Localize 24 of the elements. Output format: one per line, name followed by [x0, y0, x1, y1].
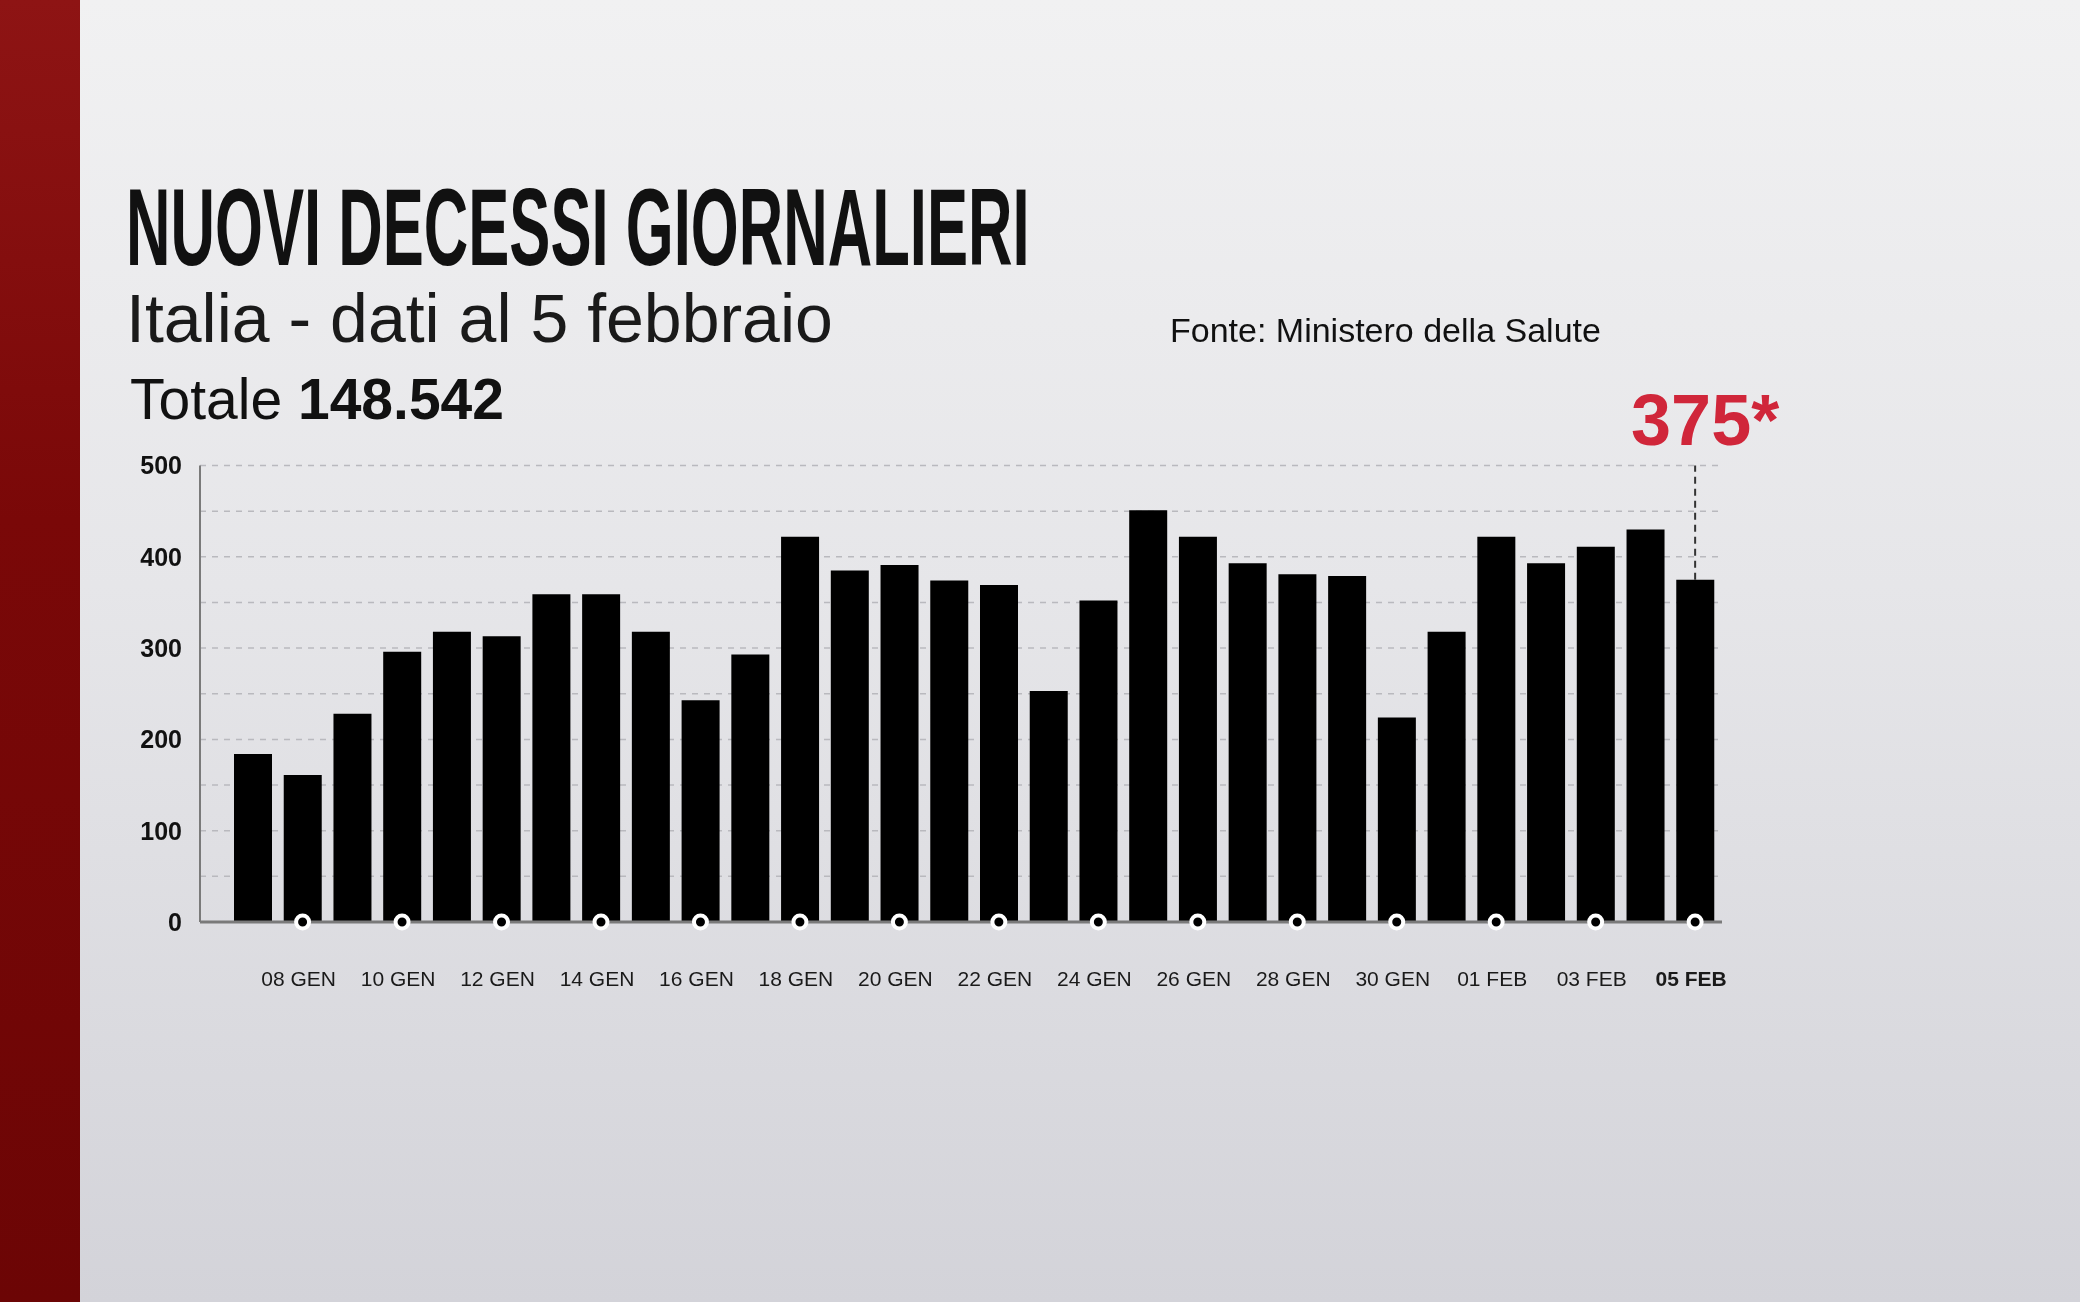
x-tick-label: 30 GEN [1355, 966, 1431, 990]
x-tick-label: 24 GEN [1056, 966, 1132, 990]
x-tick-label: 05 FEB [1655, 966, 1727, 990]
x-tick-label: 14 GEN [559, 966, 635, 990]
x-tick-label: 22 GEN [957, 966, 1033, 990]
x-tick-label: 08 GEN [261, 966, 336, 990]
x-tick-label: 16 GEN [659, 966, 734, 990]
y-tick-label: 400 [140, 542, 182, 571]
text: Totale 148.542 [130, 367, 504, 431]
x-tick-label: 03 FEB [1556, 966, 1627, 990]
x-tick-label: 12 GEN [460, 966, 535, 990]
x-tick-label: 01 FEB [1457, 966, 1528, 990]
annotation: 375* [1631, 379, 1780, 460]
x-tick-label: 28 GEN [1255, 966, 1331, 990]
y-tick-label: 500 [140, 451, 182, 480]
y-tick-label: 0 [168, 907, 182, 936]
x-tick-label: 10 GEN [360, 966, 436, 990]
y-tick-label: 300 [140, 633, 182, 662]
y-tick-label: 100 [140, 816, 182, 845]
x-tick-label: 20 GEN [858, 966, 933, 990]
x-tick-label: 18 GEN [758, 966, 834, 990]
y-tick-label: 200 [140, 725, 182, 754]
source-note: Fonte: Ministero della Salute [1170, 311, 1601, 349]
x-tick-label: 26 GEN [1156, 966, 1232, 990]
